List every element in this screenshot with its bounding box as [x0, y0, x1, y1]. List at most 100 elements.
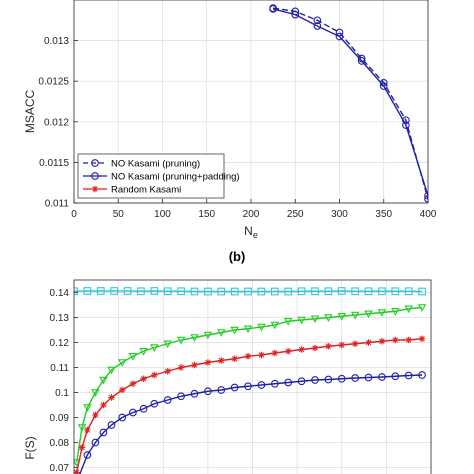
- bottom-y-tick-label: 0.13: [50, 313, 70, 324]
- top-no-kasami-pruning-line: [273, 7, 428, 200]
- top-x-tick-label: 400: [420, 209, 437, 220]
- bottom-series-2-point: [139, 348, 148, 356]
- bottom-series-3-point: [271, 349, 279, 357]
- bottom-series-2-point: [270, 321, 280, 330]
- bottom-series-2-point: [297, 316, 306, 325]
- bottom-series-4-point: [378, 373, 386, 381]
- bottom-series-2-point: [190, 334, 199, 342]
- legend-entry-no-kasami-pruning-padding: NO Kasami (pruning+padding): [83, 171, 240, 182]
- bottom-series-3-point: [258, 351, 265, 359]
- bottom-series-1-point: [163, 287, 172, 296]
- top-no-kasami-pruning-padding: [269, 5, 428, 200]
- legend-swatch-marker: [91, 159, 99, 167]
- bottom-series-3-point: [217, 357, 225, 364]
- bottom-series-4-point: [257, 381, 266, 389]
- legend-swatch-marker: [91, 172, 99, 180]
- bottom-series-4-point: [129, 408, 137, 417]
- bottom-y-tick-label: 0.12: [50, 338, 70, 349]
- bottom-series-1-point: [217, 287, 226, 296]
- top-x-tick-label: 100: [154, 209, 171, 220]
- bottom-series-3-point: [84, 426, 91, 434]
- legend-swatch-marker: [91, 185, 99, 193]
- top-no-kasami-pruning-padding-point: [291, 10, 300, 19]
- bottom-series-2-point: [77, 424, 87, 432]
- bottom-y-tick-label: 0.1: [55, 388, 69, 399]
- bottom-series-4-point: [118, 413, 127, 422]
- top-no-kasami-pruning-point: [313, 16, 322, 25]
- bottom-series-1-point: [391, 287, 400, 296]
- bottom-series-2-point: [257, 323, 266, 332]
- legend-label: NO Kasami (pruning): [111, 158, 200, 169]
- bottom-series-1-point: [204, 287, 212, 296]
- top-no-kasami-pruning-point: [424, 195, 428, 203]
- bottom-series-1-point: [230, 287, 239, 296]
- bottom-series-1-point: [324, 287, 333, 296]
- top-chart: 0 50 100 150 200 250 300 350 400 0.011 0.0115 0.012…: [23, 0, 437, 240]
- bottom-series-1-point: [311, 287, 319, 296]
- bottom-series-1-point: [110, 287, 119, 295]
- bottom-series-1: [74, 287, 426, 296]
- bottom-series-3-point: [244, 352, 252, 360]
- bottom-series-4-point: [177, 392, 185, 401]
- bottom-series-1-point: [404, 287, 413, 296]
- bottom-series-1-point: [337, 287, 346, 295]
- bottom-series-4-point: [351, 374, 359, 382]
- bottom-series-2-point: [283, 318, 293, 326]
- top-series: [269, 4, 428, 203]
- top-no-kasami-pruning-padding-line: [272, 8, 428, 196]
- bottom-series-4: [76, 371, 426, 474]
- bottom-series-2-point: [91, 389, 100, 397]
- bottom-series-3-point: [140, 375, 147, 383]
- bottom-series-2-point: [117, 359, 127, 367]
- top-x-tick-label: 50: [113, 209, 125, 220]
- top-x-axis-label-sub: e: [253, 230, 258, 240]
- top-ticks: 0 50 100 150 200 250 300 350 400 0.011 0.0115 0.012…: [38, 36, 436, 220]
- bottom-series-3-point: [92, 411, 99, 419]
- bottom-series-2-point: [417, 304, 427, 312]
- bottom-y-tick-label: 0.09: [50, 413, 70, 424]
- bottom-series-3-point: [118, 386, 126, 394]
- bottom-series-3-point: [231, 355, 238, 363]
- bottom-series-2-point: [364, 310, 373, 319]
- top-x-tick-label: 150: [198, 209, 215, 220]
- bottom-series-1-point: [123, 287, 132, 295]
- bottom-y-tick-label: 0.14: [50, 288, 70, 299]
- top-no-kasami-pruning-padding-point: [357, 57, 366, 65]
- top-y-tick-label: 0.011: [45, 199, 70, 210]
- bottom-series-3-point: [151, 371, 158, 379]
- top-y-tick-label: 0.012: [44, 117, 69, 128]
- bottom-series-1-point: [418, 287, 426, 296]
- bottom-series-4-point: [297, 377, 306, 386]
- top-no-kasami-pruning-padding-point: [402, 121, 410, 129]
- bottom-series-4-point: [311, 376, 319, 384]
- bottom-series-2-point: [176, 336, 186, 345]
- bottom-series-2: [74, 304, 427, 467]
- bottom-series-4-line: [79, 374, 423, 474]
- bottom-series-3-point: [351, 340, 359, 348]
- bottom-ticks: 0.07 0.08 0.09 0.1 0.11 0.12 0.13 0.14: [50, 288, 78, 474]
- bottom-series-2-point: [350, 311, 360, 320]
- top-x-tick-label: 350: [375, 209, 392, 220]
- bottom-series-1-point: [150, 287, 159, 295]
- bottom-series-3-point: [191, 361, 198, 369]
- bottom-series-1-point: [74, 287, 78, 296]
- bottom-series-2-point: [337, 313, 346, 321]
- bottom-series-1-point: [244, 287, 252, 296]
- bottom-series-3-point: [108, 394, 115, 401]
- bottom-series: [74, 287, 427, 474]
- bottom-series-3-point: [100, 401, 107, 409]
- top-no-kasami-pruning-padding-point: [269, 5, 277, 13]
- top-y-tick-label: 0.013: [44, 36, 69, 47]
- bottom-series-2-point: [230, 326, 239, 335]
- bottom-y-tick-label: 0.07: [50, 463, 70, 474]
- bottom-series-4-point: [107, 421, 116, 429]
- bottom-series-2-point: [99, 376, 108, 385]
- top-y-axis-label: MSACC: [23, 90, 37, 134]
- bottom-series-2-point: [310, 315, 320, 324]
- top-x-tick-label: 300: [331, 209, 348, 220]
- bottom-series-2-point: [324, 314, 333, 322]
- top-y-tick-label: 0.0125: [38, 77, 69, 88]
- bottom-y-tick-label: 0.08: [50, 438, 70, 449]
- bottom-series-2-point: [377, 309, 387, 317]
